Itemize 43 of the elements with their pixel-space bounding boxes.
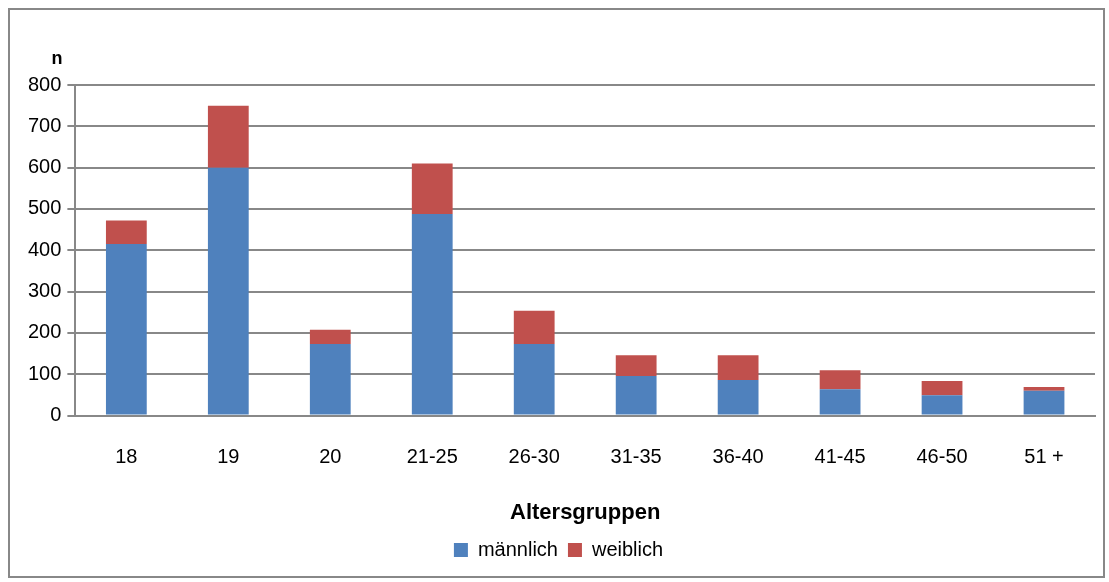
bar	[819, 370, 861, 390]
bar	[411, 163, 453, 214]
bar	[105, 220, 147, 245]
bar	[819, 389, 861, 415]
x-tick-label: 18	[115, 445, 138, 468]
y-tick-label: 100	[27, 361, 62, 384]
legend-label: weiblich	[590, 537, 664, 560]
bar	[921, 380, 963, 396]
y-tick-label: 0	[50, 403, 62, 426]
bar	[105, 244, 147, 415]
bar	[309, 329, 351, 345]
bar	[1023, 390, 1065, 415]
x-tick-label: 26-30	[508, 445, 560, 468]
bar	[717, 355, 759, 381]
bar	[411, 213, 453, 415]
legend-label: männlich	[477, 537, 558, 560]
y-tick-label: 500	[27, 196, 62, 219]
y-axis-title: n	[51, 47, 63, 68]
bar	[207, 105, 249, 168]
bar	[513, 344, 555, 415]
y-tick-label: 300	[27, 279, 62, 302]
x-tick-label: 31-35	[610, 445, 662, 468]
y-tick-label: 600	[27, 155, 62, 178]
x-tick-label: 36-40	[712, 445, 764, 468]
x-tick-label: 51 +	[1024, 445, 1064, 468]
x-tick-label: 41-45	[814, 445, 866, 468]
x-axis-title: Altersgruppen	[510, 498, 661, 524]
bar	[513, 310, 555, 345]
y-tick-label: 400	[27, 237, 62, 260]
x-tick-label: 19	[217, 445, 240, 468]
bar	[1023, 387, 1065, 391]
x-tick-label: 46-50	[916, 445, 968, 468]
bar	[921, 395, 963, 415]
bar	[717, 380, 759, 415]
x-tick-label: 21-25	[406, 445, 458, 468]
y-tick-label: 800	[27, 72, 62, 95]
bar	[615, 355, 657, 376]
bar	[207, 167, 249, 415]
bar	[309, 344, 351, 415]
bar	[615, 375, 657, 415]
x-tick-label: 20	[319, 445, 342, 468]
y-tick-label: 700	[27, 113, 62, 136]
y-tick-label: 200	[27, 320, 62, 343]
